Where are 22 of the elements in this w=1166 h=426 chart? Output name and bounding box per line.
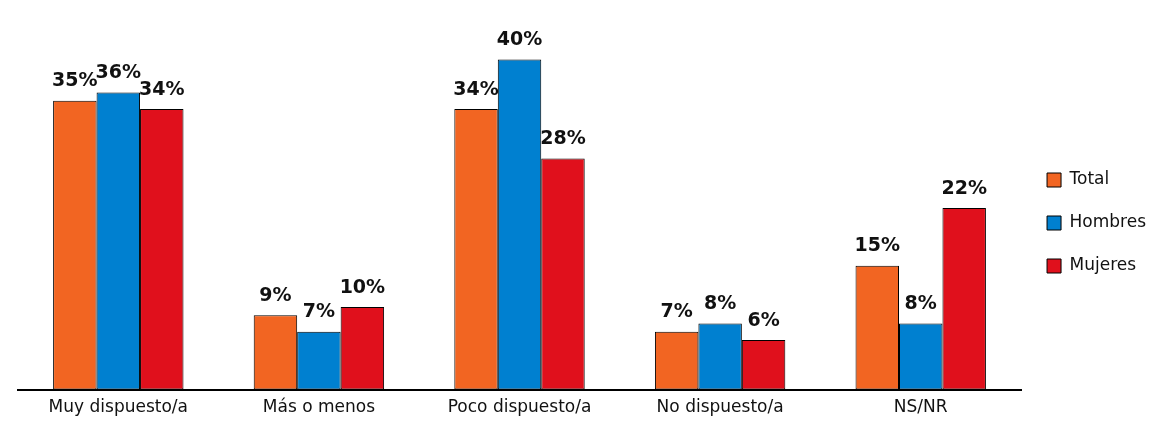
data-label: 10% <box>339 274 386 297</box>
data-label: 8% <box>904 291 937 314</box>
data-label: 8% <box>703 291 737 314</box>
data-label: 35% <box>52 68 98 91</box>
data-label: 28% <box>540 126 586 149</box>
legend-label: Hombres <box>1069 211 1147 232</box>
legend-label: Total <box>1068 168 1110 189</box>
x-tick-label: No dispuesto/a <box>656 396 784 417</box>
data-label: 40% <box>496 27 543 50</box>
data-label: 7% <box>660 299 693 322</box>
x-tick-label: Muy dispuesto/a <box>48 396 188 417</box>
x-tick-label: NS/NR <box>893 396 948 417</box>
data-label: 7% <box>302 299 336 322</box>
x-tick-label: Más o menos <box>262 396 376 417</box>
data-label: 6% <box>747 307 780 330</box>
data-label: 9% <box>259 282 292 305</box>
legend-label: Mujeres <box>1069 254 1137 275</box>
data-label: 34% <box>453 76 499 99</box>
data-label: 34% <box>139 76 185 99</box>
data-label: 22% <box>941 175 987 198</box>
x-tick-label: Poco dispuesto/a <box>447 396 592 417</box>
data-label: 15% <box>854 233 901 256</box>
